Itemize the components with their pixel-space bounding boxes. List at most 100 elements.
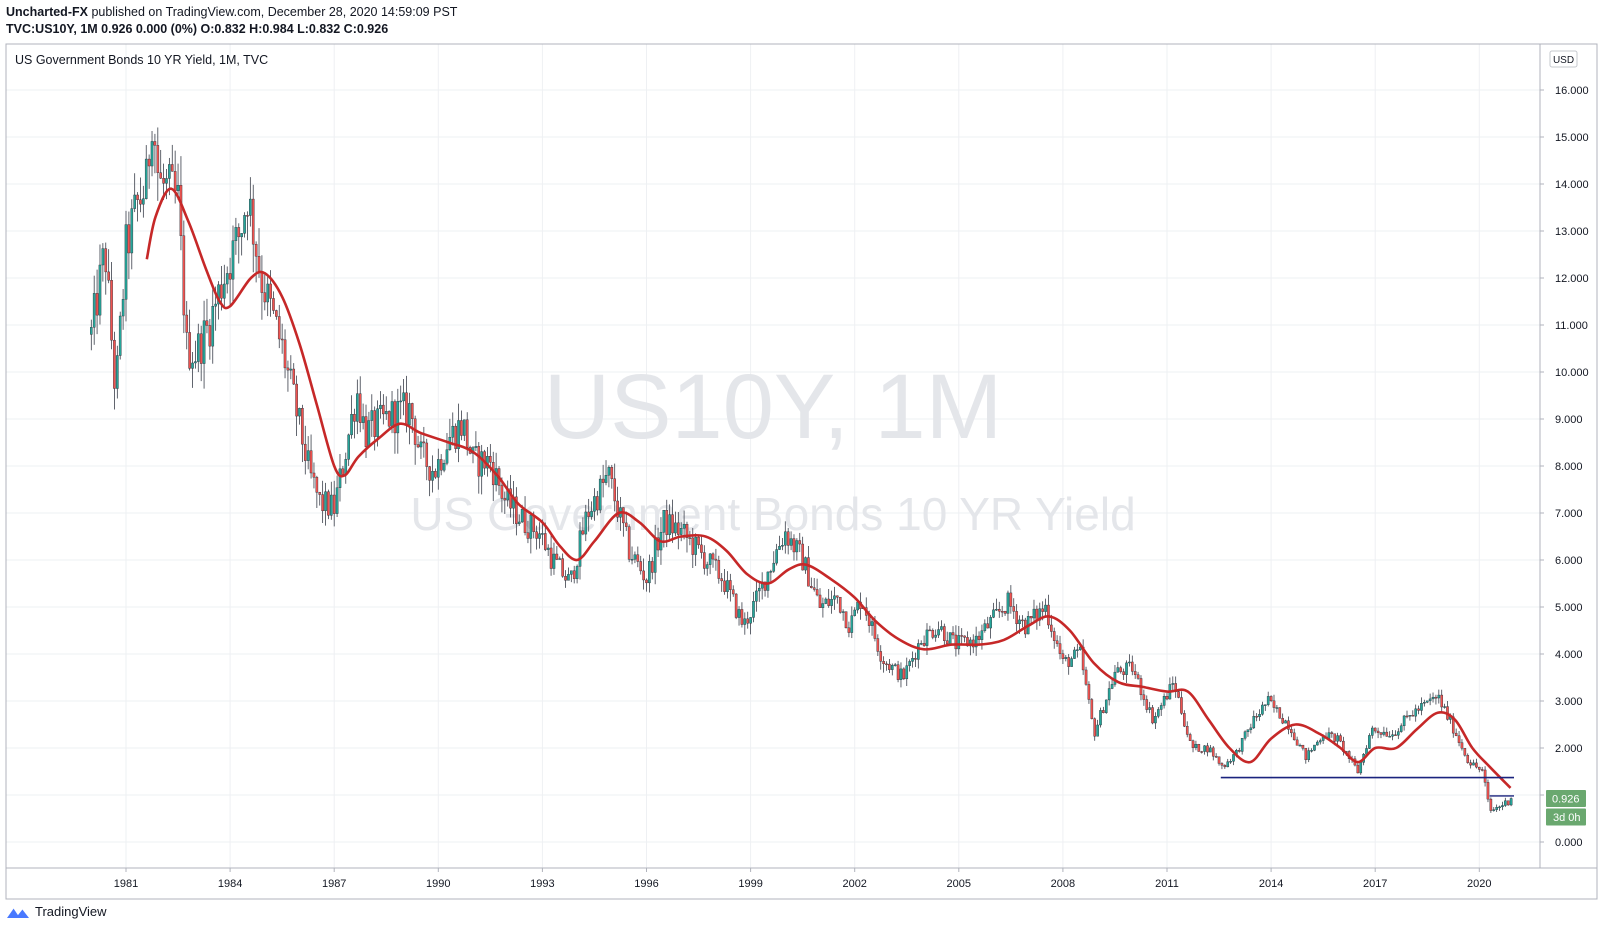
candle-body [147, 158, 151, 167]
time-tick-label: 1990 [426, 878, 450, 890]
candle-body [1275, 707, 1279, 709]
candle-body [1050, 624, 1053, 632]
candle-body [590, 511, 593, 517]
candle-body [740, 609, 744, 625]
candle-body [697, 536, 700, 546]
candle-body [89, 327, 93, 335]
time-tick-label: 2005 [947, 878, 971, 890]
candle-body [266, 283, 269, 303]
candle-body [1078, 646, 1082, 650]
candle-body [283, 339, 287, 369]
candle-body [1460, 742, 1464, 749]
candle-body [254, 243, 258, 257]
candle-body [601, 478, 605, 483]
candle-body [812, 587, 816, 590]
candle-body [1359, 762, 1363, 774]
time-tick-label: 1999 [738, 878, 762, 890]
candle-body [445, 449, 449, 464]
candle-body [1223, 765, 1227, 768]
candle-body [234, 227, 238, 241]
candle-body [925, 629, 929, 646]
candle-body [593, 496, 596, 512]
candle-body [301, 408, 304, 445]
candle-body [1064, 657, 1068, 659]
candle-body [1107, 688, 1111, 701]
time-tick-label: 1987 [322, 878, 346, 890]
candle-body [101, 248, 105, 266]
symbol-ohlc-line: TVC:US10Y, 1M 0.926 0.000 (0%) O:0.832 H… [6, 22, 389, 36]
candle-body [720, 578, 723, 582]
candle-body [249, 198, 252, 216]
candle-body [272, 298, 275, 311]
candle-body [1281, 718, 1284, 724]
candle-body [888, 663, 891, 670]
candle-body [1440, 694, 1444, 708]
candle-body [324, 491, 327, 512]
candle-body [1269, 696, 1273, 702]
candle-body [387, 411, 391, 427]
candle-body [630, 558, 634, 561]
last-price-label: 0.926 [1552, 793, 1580, 805]
candle-body [1217, 756, 1221, 764]
candle-body [642, 570, 645, 581]
candle-body [1454, 732, 1458, 736]
candle-body [517, 521, 521, 524]
price-tick-label: 15.000 [1555, 132, 1589, 144]
candle-body [170, 164, 174, 172]
candle-body [1041, 608, 1044, 612]
candle-body [1457, 735, 1461, 743]
candle-body [1003, 611, 1007, 614]
price-axis[interactable]: 0.0001.0002.0003.0004.0005.0006.0007.000… [1540, 85, 1589, 849]
candle-body [711, 553, 715, 560]
candle-body [1264, 704, 1267, 706]
candle-body [578, 530, 582, 567]
candle-body [110, 279, 113, 341]
candle-body [1373, 727, 1377, 732]
candle-body [679, 528, 683, 535]
candle-body [1165, 696, 1169, 700]
candle-body [277, 316, 281, 340]
candle-body [1489, 798, 1493, 811]
candle-body [376, 408, 379, 437]
candle-body [928, 629, 932, 632]
time-axis[interactable]: 1981 1984 1987 1990 1993 1996 1999 2002 2005 2008… [114, 868, 1492, 890]
candle-body [425, 442, 429, 467]
candle-body [604, 475, 608, 483]
candle-body [150, 141, 154, 167]
candle-body [410, 403, 414, 419]
candle-body [937, 629, 940, 636]
candle-body [1093, 718, 1097, 737]
candle-body [402, 392, 405, 402]
countdown-label: 3d 0h [1553, 812, 1581, 824]
candle-body [543, 533, 547, 550]
candle-body [327, 491, 330, 516]
candle-body [971, 639, 975, 648]
candle-body [1391, 734, 1394, 737]
candle-body [503, 498, 507, 501]
price-tick-label: 8.000 [1555, 461, 1583, 473]
candle-body [1411, 715, 1415, 717]
candle-body [1382, 731, 1386, 735]
candle-body [1209, 747, 1212, 753]
candle-body [1177, 691, 1180, 698]
candle-body [1486, 782, 1490, 800]
candle-body [1408, 715, 1412, 717]
candle-body [538, 533, 541, 539]
candle-body [1130, 661, 1134, 672]
candle-body [1394, 734, 1397, 736]
candle-body [1437, 694, 1441, 699]
currency-badge[interactable] [1549, 50, 1578, 68]
candle-body [677, 522, 680, 535]
candle-body [1185, 726, 1189, 735]
candle-body [1070, 658, 1073, 667]
chart-frame [5, 43, 1598, 900]
candle-body [624, 522, 628, 527]
candle-body [1009, 592, 1013, 607]
candle-body [772, 562, 776, 572]
candle-body [405, 392, 408, 426]
tradingview-footer[interactable]: TradingView [6, 904, 107, 919]
candle-body [650, 561, 654, 573]
candle-body [653, 537, 657, 573]
candle-body [280, 338, 284, 341]
